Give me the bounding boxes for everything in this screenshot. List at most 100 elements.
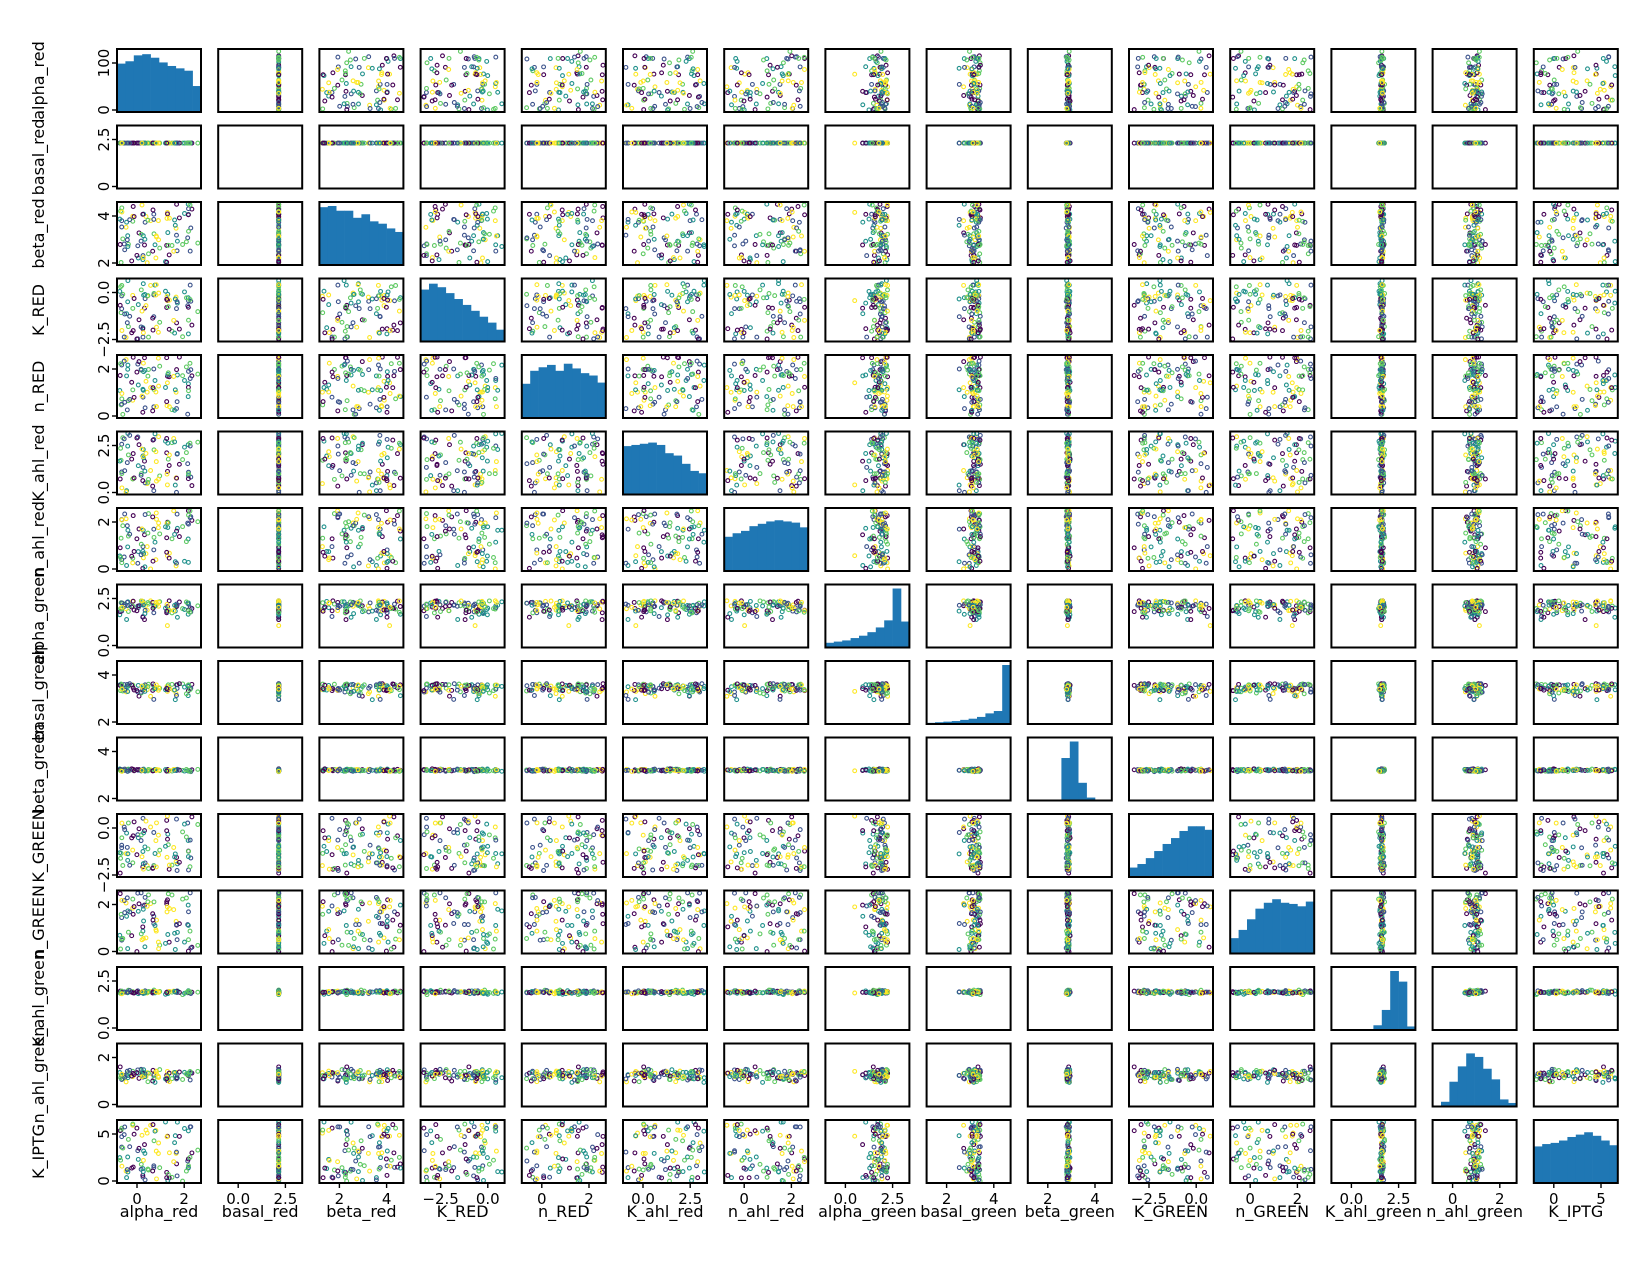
scatter-point (879, 89, 885, 95)
scatter-point (771, 77, 777, 83)
scatter-point (443, 101, 449, 107)
scatter-point (1296, 259, 1302, 265)
scatter-point (790, 293, 796, 299)
scatter-point (652, 84, 658, 90)
histogram-bar (471, 310, 480, 342)
scatter-point (1065, 100, 1071, 105)
subplot-frame (520, 48, 607, 113)
scatter-point (739, 89, 745, 95)
scatter-point (1065, 90, 1071, 96)
scatter-point (639, 90, 645, 96)
histogram-bar (125, 61, 135, 112)
scatter-point (1547, 224, 1553, 230)
histogram-bar (437, 287, 447, 342)
scatter-point (1584, 78, 1590, 84)
scatter-point (142, 236, 148, 242)
scatter-point (187, 282, 193, 288)
scatter-point (599, 72, 605, 78)
scatter-point (356, 101, 361, 107)
scatter-point (542, 324, 548, 330)
scatter-point (157, 319, 163, 325)
scatter-point (1136, 70, 1142, 76)
scatter-point (560, 73, 565, 79)
scatter-point (969, 96, 975, 102)
scatter-point (384, 331, 390, 337)
scatter-point (793, 82, 799, 88)
scatter-point (656, 334, 662, 340)
scatter-point (376, 86, 382, 92)
subplot-beta_red-vs-beta_red (318, 201, 405, 266)
histogram-bar (429, 283, 438, 342)
scatter-point (1533, 60, 1539, 66)
scatter-point (651, 236, 657, 242)
scatter-point (977, 251, 983, 257)
subplot-basal_red-vs-K_ahl_red (622, 124, 708, 190)
scatter-point (572, 248, 577, 254)
scatter-point (1158, 216, 1164, 222)
scatter-point (396, 54, 402, 60)
scatter-point (1230, 212, 1236, 218)
scatter-point (652, 218, 658, 224)
scatter-point (543, 292, 548, 298)
scatter-point (956, 65, 962, 71)
y-tick-label: 0 (95, 105, 113, 115)
scatter-point (686, 93, 692, 98)
scatter-point (174, 232, 179, 238)
scatter-point (1152, 72, 1158, 77)
histogram-bar (175, 68, 185, 112)
scatter-point (499, 244, 505, 249)
scatter-point (541, 64, 547, 70)
scatter-point (685, 248, 691, 254)
scatter-point (728, 225, 734, 231)
subplot-K_RED-vs-basal_green (925, 277, 1012, 343)
scatter-point (1612, 64, 1618, 70)
scatter-point (1559, 248, 1565, 254)
subplot-frame (217, 201, 304, 266)
scatter-point (337, 103, 343, 109)
scatter-point (682, 106, 687, 112)
scatter-point (681, 202, 686, 208)
scatter-point (185, 331, 191, 337)
subplot-frame (1026, 48, 1113, 113)
scatter-point (686, 317, 692, 323)
scatter-point (424, 104, 430, 110)
subplot-frame (1330, 124, 1417, 190)
scatter-point (1141, 105, 1147, 111)
scatter-point (777, 81, 783, 87)
scatter-point (1193, 84, 1199, 90)
scatter-point (454, 103, 460, 109)
scatter-point (1188, 305, 1194, 311)
scatter-point (674, 64, 680, 70)
scatter-point (694, 211, 699, 217)
scatter-point (499, 101, 505, 107)
subplot-basal_red-vs-n_ahl_green (1431, 124, 1518, 190)
scatter-point (1247, 330, 1253, 336)
scatter-point (442, 64, 448, 70)
scatter-point (1190, 93, 1196, 98)
scatter-point (1589, 241, 1595, 247)
scatter-point (577, 48, 583, 54)
subplot-grid: 010002.524−2.50.0020.02.5020.02.52424−2.… (95, 48, 1619, 1208)
histogram-bar (150, 57, 160, 112)
scatter-point (574, 326, 580, 332)
scatter-point (379, 62, 385, 68)
scatter-point (966, 91, 972, 97)
scatter-point (1286, 317, 1292, 323)
scatter-point (536, 260, 542, 265)
scatter-point (1263, 90, 1269, 96)
scatter-point (632, 53, 638, 59)
scatter-point (390, 82, 396, 88)
scatter-point (977, 100, 983, 105)
scatter-point (871, 252, 877, 258)
subplot-alpha_red-vs-beta_red (318, 48, 405, 113)
scatter-point (727, 236, 733, 242)
scatter-point (874, 105, 879, 111)
scatter-point (393, 105, 399, 111)
scatter-point (651, 211, 657, 217)
scatter-point (752, 242, 758, 247)
scatter-point (1066, 48, 1072, 54)
scatter-point (1178, 93, 1184, 99)
subplot-frame (824, 201, 911, 266)
scatter-point (1604, 205, 1610, 211)
